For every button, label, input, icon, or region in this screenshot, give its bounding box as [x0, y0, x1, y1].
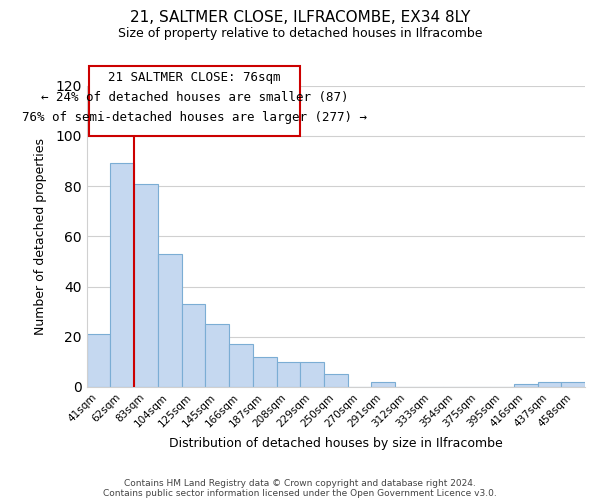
Bar [514, 384, 538, 387]
Bar [158, 254, 182, 387]
Bar [324, 374, 348, 387]
Text: Size of property relative to detached houses in Ilfracombe: Size of property relative to detached ho… [118, 28, 482, 40]
Bar [229, 344, 253, 387]
Text: Contains public sector information licensed under the Open Government Licence v3: Contains public sector information licen… [103, 488, 497, 498]
Y-axis label: Number of detached properties: Number of detached properties [34, 138, 47, 335]
Bar [277, 362, 300, 387]
Bar [89, 66, 300, 136]
Bar [253, 357, 277, 387]
Bar [87, 334, 110, 387]
Text: 76% of semi-detached houses are larger (277) →: 76% of semi-detached houses are larger (… [22, 111, 367, 124]
Text: Contains HM Land Registry data © Crown copyright and database right 2024.: Contains HM Land Registry data © Crown c… [124, 478, 476, 488]
Text: ← 24% of detached houses are smaller (87): ← 24% of detached houses are smaller (87… [41, 90, 349, 104]
Bar [371, 382, 395, 387]
Bar [182, 304, 205, 387]
Bar [538, 382, 561, 387]
X-axis label: Distribution of detached houses by size in Ilfracombe: Distribution of detached houses by size … [169, 437, 503, 450]
Bar [205, 324, 229, 387]
Bar [300, 362, 324, 387]
Text: 21, SALTMER CLOSE, ILFRACOMBE, EX34 8LY: 21, SALTMER CLOSE, ILFRACOMBE, EX34 8LY [130, 10, 470, 25]
Bar [561, 382, 585, 387]
Text: 21 SALTMER CLOSE: 76sqm: 21 SALTMER CLOSE: 76sqm [109, 70, 281, 84]
Bar [110, 164, 134, 387]
Bar [134, 184, 158, 387]
